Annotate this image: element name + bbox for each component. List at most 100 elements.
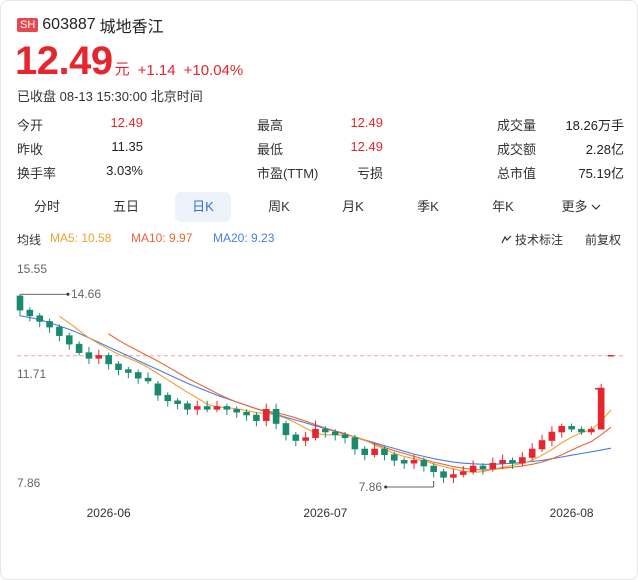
tab-period[interactable]: 年K	[475, 192, 531, 222]
candle-body	[233, 409, 240, 413]
candle-body	[371, 448, 378, 455]
stat-value: 12.49	[350, 139, 383, 154]
candle-body	[361, 448, 369, 455]
tab-period[interactable]: 分时	[19, 192, 75, 222]
y-tick-label: 11.71	[17, 367, 46, 381]
candle-body	[528, 448, 536, 458]
candle-body	[164, 394, 172, 402]
low-annotation-dot	[384, 485, 388, 489]
indicator-label: 技术标注	[515, 233, 564, 247]
adjust-button[interactable]: 前复权	[585, 233, 622, 247]
candle-body	[420, 460, 428, 467]
pencil-line-icon	[501, 235, 512, 244]
indicator-button[interactable]: 技术标注	[501, 231, 563, 248]
tab-period[interactable]: 五日	[98, 192, 154, 222]
candle-body	[578, 428, 585, 433]
candle-body	[558, 426, 566, 433]
candle-body	[351, 437, 359, 450]
candle-body	[479, 465, 487, 470]
stat-value: 12.49	[350, 115, 383, 130]
tab-label: 周K	[268, 199, 290, 214]
price-row: 12.49 元 +1.14 +10.04%	[15, 41, 243, 81]
tab-period[interactable]: 季K	[400, 192, 456, 222]
candle-body	[450, 474, 457, 478]
tab-label: 年K	[492, 199, 514, 214]
candle-body	[400, 460, 408, 464]
candle-body	[75, 343, 83, 353]
candle-body	[282, 423, 290, 436]
candle-body	[262, 409, 270, 421]
tab-label: 分时	[33, 199, 60, 214]
x-tick-label: 2026-08	[550, 506, 594, 520]
x-tick-label: 2026-06	[87, 506, 131, 520]
stat-label: 成交额	[497, 142, 537, 157]
y-tick-label: 7.86	[17, 476, 41, 490]
candle-body	[390, 454, 398, 461]
candle-body	[489, 462, 497, 470]
chevron-down-icon	[591, 204, 600, 210]
candle-body	[194, 406, 201, 410]
candle-body	[174, 400, 181, 404]
candle-body	[499, 460, 506, 464]
tab-label: 日K	[192, 199, 214, 214]
candle-body	[253, 414, 260, 421]
high-annotation-dot	[66, 292, 70, 296]
tab-period[interactable]: 日K	[175, 192, 231, 222]
ma5-line	[59, 315, 612, 473]
tab-label: 月K	[342, 199, 364, 214]
market-status: 已收盘 08-13 15:30:00 北京时间	[17, 89, 203, 104]
candle-body	[410, 460, 418, 464]
candle-body	[105, 355, 112, 365]
tab-label: 五日	[112, 199, 139, 214]
candle-body	[430, 465, 438, 472]
candle-body	[587, 428, 595, 433]
candle-body	[509, 460, 516, 464]
stat-value: 75.19亿	[578, 166, 624, 181]
x-tick-label: 2026-07	[303, 506, 347, 520]
ma5-value: MA5: 10.58	[50, 231, 112, 245]
stats-row: 昨收 11.35 最低 12.49 成交额 2.28亿	[17, 137, 625, 161]
high-annotation-label: 14.66	[71, 287, 101, 301]
tab-period[interactable]: 周K	[251, 192, 307, 222]
low-annotation-label: 7.86	[359, 480, 383, 494]
stat-label: 市盈(TTM)	[257, 166, 319, 181]
stats-row: 换手率 3.03% 市盈(TTM) 亏损 总市值 75.19亿	[17, 161, 625, 185]
candle-body	[312, 428, 319, 438]
stats-row: 今开 12.49 最高 12.49 成交量 18.26万手	[17, 113, 625, 137]
stat-value: 2.28亿	[585, 142, 624, 157]
exchange-badge: SH	[17, 18, 39, 32]
stat-value: 12.49	[110, 115, 143, 130]
candle-body	[381, 448, 388, 455]
stock-code: 603887	[42, 16, 96, 33]
candle-body	[243, 411, 250, 416]
candle-body	[302, 437, 309, 441]
candle-body	[144, 377, 152, 382]
candle-body	[341, 434, 349, 438]
tab-more[interactable]: 更多	[553, 192, 609, 222]
stat-label: 今开	[17, 118, 44, 133]
candle-body	[223, 406, 231, 410]
candle-body	[134, 372, 142, 379]
ma10-line	[108, 333, 612, 471]
candle-body	[184, 403, 191, 410]
candle-body	[459, 471, 467, 475]
stock-name: 城地香江	[99, 19, 164, 36]
price-unit: 元	[114, 61, 130, 78]
kline-chart[interactable]: 15.55 11.71 7.86 14.66 7.86 2026-06 2026-07 202…	[1, 251, 638, 531]
candle-body	[213, 406, 221, 410]
stat-value: 亏损	[356, 166, 383, 181]
stat-value: 18.26万手	[565, 118, 624, 133]
ma20-value: MA20: 9.23	[213, 231, 275, 245]
candle-body	[56, 326, 63, 336]
candle-body	[36, 315, 44, 322]
candle-body	[16, 295, 24, 311]
stat-label: 最高	[257, 118, 284, 133]
price-change: +1.14	[137, 62, 176, 79]
candle-body	[125, 369, 132, 373]
tab-period[interactable]: 月K	[325, 192, 381, 222]
stat-label: 总市值	[497, 166, 537, 181]
stock-header: SH 603887 城地香江	[17, 13, 164, 37]
candle-body	[322, 428, 329, 433]
ma20-line	[19, 315, 612, 465]
